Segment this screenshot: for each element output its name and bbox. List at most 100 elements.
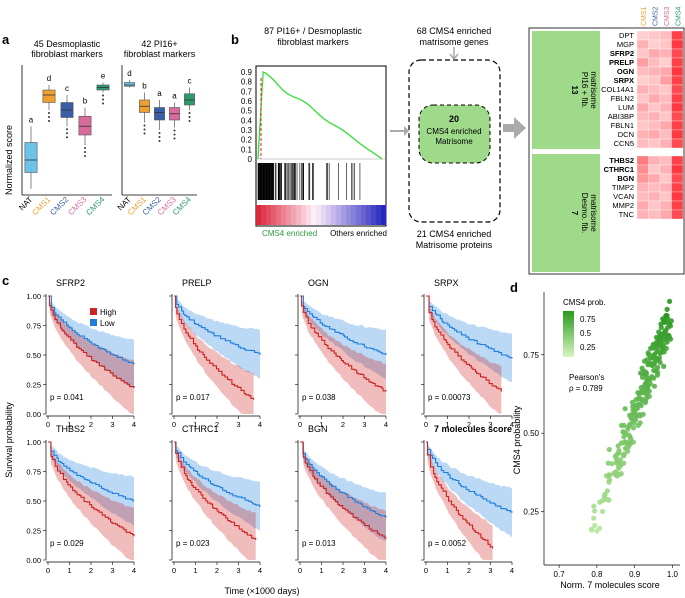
box-outlier [66,132,68,135]
scatter-legend-tick: 0.5 [580,329,592,338]
gsea-rank-bar [321,205,327,225]
scatter-point [621,453,627,459]
km-x-tick-label: 3 [110,420,114,429]
gsea-rank-bar [306,205,312,225]
gsea-rank-bar [361,205,367,225]
km-x-tick-label: 1 [445,566,449,575]
cms4-enriched-label: CMS4 enriched [262,229,317,238]
km-x-tick-label: 2 [467,420,471,429]
heatmap-group1-cell [671,120,684,131]
km-high-curve [174,295,255,400]
group1-count: 13 [570,86,579,95]
scatter-point [661,363,667,369]
box-letter: b [83,97,88,106]
scatter-legend-tick: 0.25 [580,343,596,352]
gsea-rank-bar [371,205,377,225]
scatter-point [623,445,630,451]
panel-label-d: d [510,280,518,295]
gsea-rank-bar [376,205,382,225]
heatmap-group1-cell [659,39,672,50]
heatmap-group2-cell [636,182,649,193]
box-outlier [143,124,146,127]
scatter-point [645,382,651,388]
heatmap-group2-cell [636,191,649,202]
gene-label-mmp2: MMP2 [612,201,634,210]
scatter-x-tick-label: 0.9 [629,570,641,579]
box-outlier [173,137,176,140]
gsea-rank-bar [381,205,387,225]
km-high-curve [48,441,135,537]
box-iqr [24,142,38,173]
km-y-tick-label: 0.25 [26,381,41,390]
enriched-matrisome-count: 20 [449,114,459,124]
dashed-matrisome-box [408,59,501,223]
scatter-point [642,399,649,406]
scatter-point [647,360,653,366]
gene-label-sfrp2: SFRP2 [610,49,634,58]
scatter-point [604,488,611,494]
arrow-to-dashed-icon [390,126,409,136]
boxplot-title-line: fibroblast markers [124,49,196,59]
box-category-label: CMS4 [84,195,106,217]
heatmap-group1-cell [636,39,649,50]
scatter-point [633,397,639,403]
heatmap-group2-cell [659,209,672,220]
heatmap-group1-cell [636,75,649,86]
heatmap-group2-cell [636,155,649,166]
km-title: CTHRC1 [182,424,219,434]
heatmap-group2-cell [671,155,684,166]
heatmap-group2-cell [671,173,684,184]
gene-label-col14a1: COL14A1 [601,85,634,94]
group1-label: 13 PI16 + fib. matrisome [570,71,598,109]
scatter-y-tick-label: 0.50 [523,429,539,438]
scatter-point [661,319,668,325]
km-low-curve [174,295,261,355]
pearson-label: Pearson's [569,373,604,382]
matrisome-genes-line2: matrisome genes [419,37,489,47]
km-x-tick-label: 2 [341,420,345,429]
scatter-point [667,321,673,327]
panel-label-c: c [2,273,9,288]
matrisome-proteins-line2: Matrisome proteins [416,240,493,250]
heatmap-group2-cell [659,191,672,202]
heatmap-group1-cell [636,111,649,122]
gsea-rank-bar [326,205,332,225]
gsea-rank-bar [356,205,362,225]
gsea-ytick: 0.1 [241,145,253,154]
km-y-tick-label: 0.00 [26,556,41,565]
gsea-ytick: 0.3 [241,126,253,135]
box-category-label: CMS3 [66,195,88,217]
km-plot-1: SFRP2 0 1 2 3 4 1.00 0.75 0.50 0.25 0.00 p = 0.041 H… [26,278,136,429]
heatmap-group2-cell [659,155,672,166]
km-high-curve [300,441,387,539]
gene-label-lum: LUM [618,103,634,112]
heatmap-group1-cell [648,48,661,59]
scatter-point [641,358,648,364]
heatmap-group1-cell [671,75,684,86]
scatter-point [591,515,597,521]
heatmap-group1-cell [636,48,649,59]
heatmap-group1-cell [636,138,649,149]
scatter-point [638,403,644,409]
box-letter: a [29,115,34,124]
box-outlier [143,132,146,135]
heatmap-group1-cell [659,120,672,131]
box-outlier [66,128,68,131]
scatter-point [653,339,659,346]
heatmap-group1-cell [659,84,672,95]
boxplot-title-line: 45 Desmoplastic [34,39,101,49]
matrisome-proteins-line1: 21 CMS4 enriched [417,229,492,239]
heatmap-group1-cell [659,57,672,68]
gsea-rank-bar [331,205,337,225]
km-low-curve [174,441,261,508]
heatmap-column-label: CMS1 [641,6,648,26]
scatter-point [609,461,615,467]
scatter-colorbar [563,311,574,357]
box-outlier [158,132,161,134]
km-low-curve [48,441,134,502]
enriched-matrisome-line2: Matrisome [435,137,473,146]
heatmap-group1-cell [636,57,649,68]
km-x-tick-label: 2 [89,566,93,575]
km-low-curve [48,295,135,365]
